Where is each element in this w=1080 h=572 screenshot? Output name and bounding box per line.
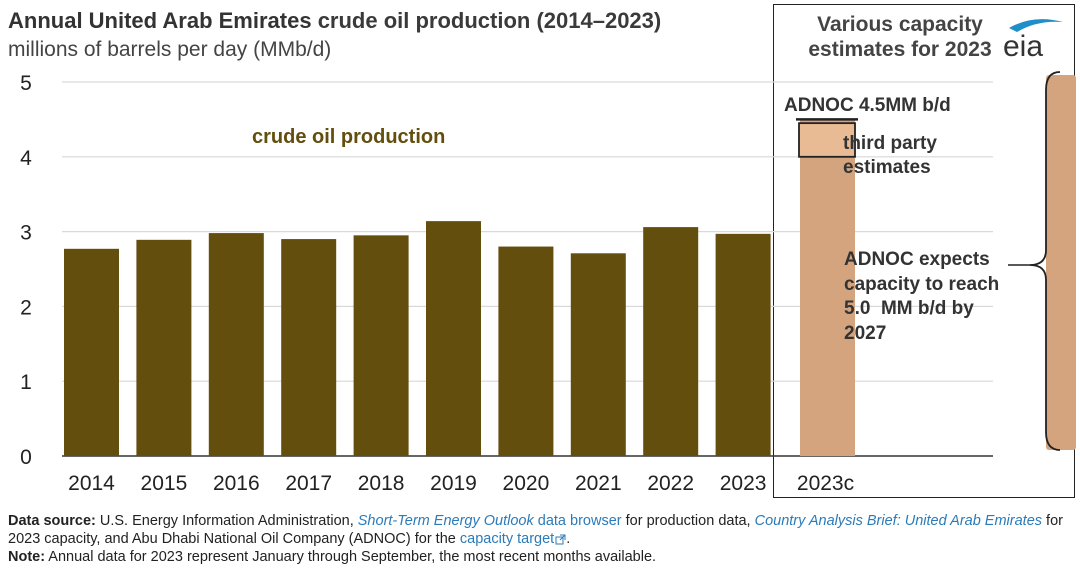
capacity-target-link[interactable]: capacity target xyxy=(459,531,555,547)
target-capacity-band xyxy=(1046,75,1076,450)
expects-line3: 5.0 MM b/d by xyxy=(844,298,974,319)
bar-2014 xyxy=(64,248,119,456)
source-text2: for production data, xyxy=(621,513,755,529)
y-tick-label: 2 xyxy=(20,296,32,319)
y-tick-label: 5 xyxy=(20,72,32,95)
bar-2018 xyxy=(353,235,409,456)
capacity-title-line1: Various capacity xyxy=(817,13,983,36)
third-party-line1: third party xyxy=(843,133,937,154)
x-tick-label: 2014 xyxy=(68,472,115,495)
chart-subtitle: millions of barrels per day (MMb/d) xyxy=(8,38,332,61)
adnoc-expects-label: ADNOC expects capacity to reach 5.0 MM b… xyxy=(844,248,999,346)
expects-line1: ADNOC expects xyxy=(844,249,990,270)
bar-2017 xyxy=(281,239,337,456)
y-tick-label: 1 xyxy=(20,371,32,394)
x-tick-labels: 2014 2015 2016 2017 2018 2019 2020 2021 2022 2023… xyxy=(68,472,854,495)
adnoc-capacity-label: ADNOC 4.5MM b/d xyxy=(784,95,951,116)
capacity-panel-title: Various capacity estimates for 2023 xyxy=(790,12,1010,62)
title-part2: crude oil production (2014–2023) xyxy=(317,8,662,33)
y-tick-label: 3 xyxy=(20,222,32,245)
x-tick-label: 2023 xyxy=(720,472,767,495)
note-label: Note: xyxy=(8,549,46,565)
source-text1: U.S. Energy Information Administration, xyxy=(95,513,358,529)
y-tick-label: 0 xyxy=(20,446,32,469)
title-part1: Annual United Arab Emirates xyxy=(8,8,318,33)
footer: Data source: U.S. Energy Information Adm… xyxy=(8,512,1074,566)
note-text: Annual data for 2023 represent January t… xyxy=(45,549,657,565)
x-tick-label-capacity: 2023c xyxy=(797,472,854,495)
bar-2015 xyxy=(136,239,192,456)
x-tick-label: 2018 xyxy=(358,472,405,495)
third-party-line2: estimates xyxy=(843,157,931,178)
x-tick-label: 2021 xyxy=(575,472,622,495)
x-tick-label: 2016 xyxy=(213,472,260,495)
series-label: crude oil production xyxy=(252,126,446,148)
source-text3: for 2023 capacity, and Abu Dhabi Nationa… xyxy=(8,513,1063,547)
data-browser-link[interactable]: data browser xyxy=(533,513,622,529)
expects-line2: capacity to reach xyxy=(844,273,1000,295)
capacity-title-line2: estimates for 2023 xyxy=(808,38,992,61)
bars xyxy=(64,221,771,456)
brace xyxy=(1008,71,1076,451)
third-party-label: third party estimates xyxy=(843,132,937,180)
steo-link[interactable]: Short-Term Energy Outlook xyxy=(357,513,534,529)
eia-logo-text: eia xyxy=(1003,30,1044,63)
y-tick-labels: 0 1 2 3 4 5 xyxy=(20,72,32,469)
source-label: Data source: xyxy=(8,513,96,529)
x-tick-label: 2019 xyxy=(430,472,477,495)
note: Note: Annual data for 2023 represent Jan… xyxy=(8,548,1074,566)
data-source: Data source: U.S. Energy Information Adm… xyxy=(8,512,1074,548)
chart-title: Annual United Arab Emirates crude oil pr… xyxy=(8,8,661,34)
bar-2020 xyxy=(498,246,554,456)
bar-2023 xyxy=(715,233,771,456)
x-tick-label: 2017 xyxy=(285,472,332,495)
bar-2021 xyxy=(570,253,626,456)
x-tick-label: 2022 xyxy=(647,472,694,495)
external-link-icon xyxy=(555,534,566,545)
capacity-marks xyxy=(796,118,858,457)
eia-swoosh-icon xyxy=(1009,19,1063,32)
x-tick-label: 2020 xyxy=(503,472,550,495)
source-text4: . xyxy=(566,531,571,547)
capacity-bar-2023c xyxy=(800,119,855,457)
bar-2022 xyxy=(643,227,699,456)
y-tick-label: 4 xyxy=(20,147,32,170)
expects-line4: 2027 xyxy=(844,322,887,344)
third-party-range-box xyxy=(798,122,856,158)
country-brief-link[interactable]: Country Analysis Brief: United Arab Emir… xyxy=(754,513,1043,529)
bar-2019 xyxy=(426,221,481,456)
x-tick-label: 2015 xyxy=(141,472,188,495)
bar-2016 xyxy=(208,233,264,456)
